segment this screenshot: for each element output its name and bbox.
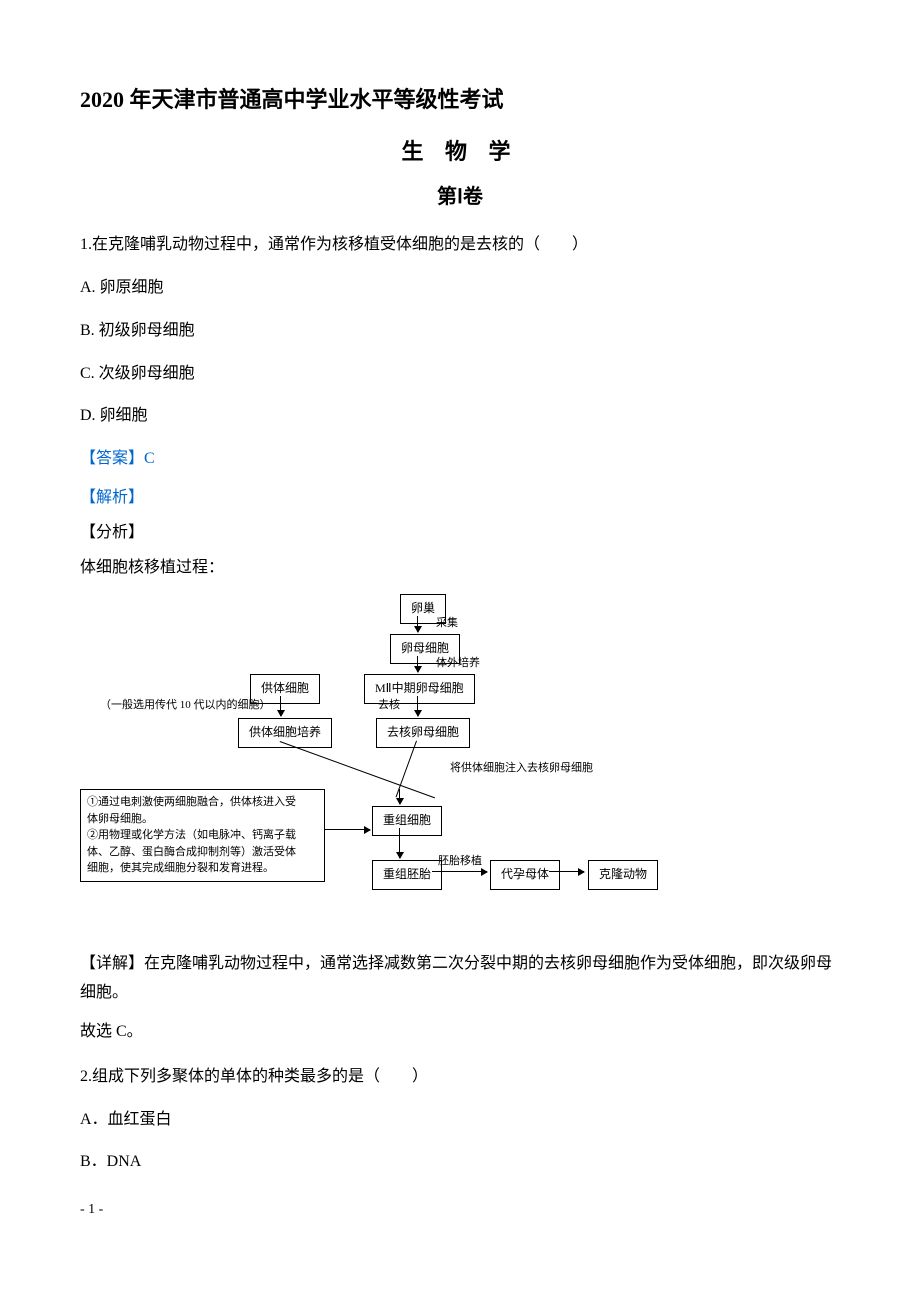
q1-option-a: A. 卵原细胞 bbox=[80, 274, 840, 303]
node-enucleated: 去核卵母细胞 bbox=[376, 718, 470, 748]
q2-option-a: A．血红蛋白 bbox=[80, 1106, 840, 1135]
label-in-vitro: 体外培养 bbox=[436, 654, 480, 674]
page-number: - 1 - bbox=[80, 1197, 840, 1222]
q2-option-b: B．DNA bbox=[80, 1148, 840, 1177]
label-enucleate: 去核 bbox=[378, 696, 400, 716]
flowchart-diagram: 卵巢 采集 卵母细胞 体外培养 MⅡ中期卵母细胞 去核 供体细胞 （一般选用传代… bbox=[80, 594, 680, 934]
label-inject: 将供体细胞注入去核卵母细胞 bbox=[450, 759, 593, 779]
answer-label: 【答案】C bbox=[80, 445, 840, 474]
conclusion-text: 故选 C。 bbox=[80, 1018, 840, 1047]
detail-text: 【详解】在克隆哺乳动物过程中，通常选择减数第二次分裂中期的去核卵母细胞作为受体细… bbox=[80, 950, 840, 1008]
q1-option-c: C. 次级卵母细胞 bbox=[80, 360, 840, 389]
arrow bbox=[417, 616, 418, 632]
note-line3: ②用物理或化学方法（如电脉冲、钙离子载 bbox=[87, 827, 318, 844]
arrow bbox=[280, 696, 281, 716]
analysis-label: 【解析】 bbox=[80, 484, 840, 513]
arrow bbox=[549, 871, 584, 872]
note-box: ①通过电刺激使两细胞融合，供体核进入受 体卵母细胞。 ②用物理或化学方法（如电脉… bbox=[80, 789, 325, 882]
node-surrogate: 代孕母体 bbox=[490, 860, 560, 890]
arrow bbox=[399, 828, 400, 858]
subject-title: 生 物 学 bbox=[80, 132, 840, 172]
note-line1: ①通过电刺激使两细胞融合，供体核进入受 bbox=[87, 794, 318, 811]
arrow bbox=[417, 696, 418, 716]
q1-option-b: B. 初级卵母细胞 bbox=[80, 317, 840, 346]
arrow bbox=[417, 656, 418, 672]
arrow bbox=[325, 829, 370, 830]
q2-option-b-text: B．DNA bbox=[80, 1153, 141, 1170]
label-transfer: 胚胎移植 bbox=[438, 852, 482, 872]
node-clone: 克隆动物 bbox=[588, 860, 658, 890]
section-title: 第Ⅰ卷 bbox=[80, 179, 840, 215]
node-recomb-cell: 重组细胞 bbox=[372, 806, 442, 836]
q1-option-d: D. 卵细胞 bbox=[80, 402, 840, 431]
node-recomb-embryo: 重组胚胎 bbox=[372, 860, 442, 890]
note-line4: 体、乙醇、蛋白酶合成抑制剂等）激活受体 bbox=[87, 844, 318, 861]
arrow bbox=[399, 789, 400, 804]
main-title: 2020 年天津市普通高中学业水平等级性考试 bbox=[80, 80, 840, 120]
label-collect: 采集 bbox=[436, 614, 458, 634]
process-label: 体细胞核移植过程： bbox=[80, 554, 840, 583]
note-line2: 体卵母细胞。 bbox=[87, 811, 318, 828]
fenxi-label: 【分析】 bbox=[80, 519, 840, 548]
note-line5: 细胞，使其完成细胞分裂和发育进程。 bbox=[87, 860, 318, 877]
question-2-stem: 2.组成下列多聚体的单体的种类最多的是（ ） bbox=[80, 1063, 840, 1092]
label-select: （一般选用传代 10 代以内的细胞） bbox=[100, 696, 271, 716]
question-1-stem: 1.在克隆哺乳动物过程中，通常作为核移植受体细胞的是去核的（ ） bbox=[80, 231, 840, 260]
